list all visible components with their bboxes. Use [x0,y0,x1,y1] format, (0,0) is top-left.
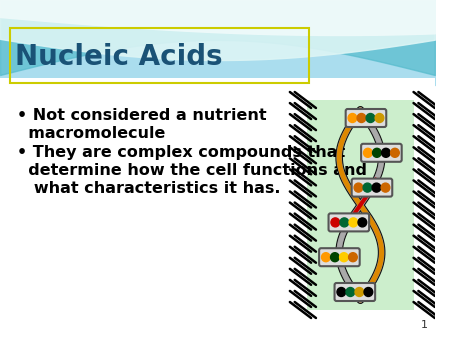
FancyBboxPatch shape [346,109,386,127]
Circle shape [337,288,346,296]
Text: determine how the cell functions and: determine how the cell functions and [18,163,367,178]
Circle shape [373,148,381,157]
Circle shape [382,148,390,157]
Circle shape [340,218,349,227]
Circle shape [340,253,348,262]
FancyBboxPatch shape [319,248,360,266]
Circle shape [354,183,363,192]
Circle shape [322,253,330,262]
Bar [307,100,414,310]
Circle shape [348,114,357,122]
Text: • They are complex compounds that: • They are complex compounds that [18,145,346,160]
FancyBboxPatch shape [361,144,402,162]
Bar [0,78,435,338]
Circle shape [364,288,373,296]
FancyBboxPatch shape [352,178,392,197]
Circle shape [375,114,384,122]
Text: • Not considered a nutrient: • Not considered a nutrient [18,108,267,123]
Circle shape [391,148,399,157]
FancyBboxPatch shape [328,213,369,232]
Bar [9,28,309,83]
Circle shape [363,183,372,192]
Circle shape [381,183,390,192]
Circle shape [358,218,367,227]
Circle shape [355,288,364,296]
FancyBboxPatch shape [334,283,375,301]
Circle shape [372,183,381,192]
Circle shape [346,288,355,296]
Text: what characteristics it has.: what characteristics it has. [18,181,281,196]
Circle shape [331,218,340,227]
Circle shape [357,114,366,122]
Text: macromolecule: macromolecule [18,126,166,141]
Text: Nucleic Acids: Nucleic Acids [15,43,223,71]
Text: 1: 1 [421,320,428,330]
Circle shape [349,218,358,227]
Circle shape [349,253,357,262]
Circle shape [366,114,375,122]
Circle shape [364,148,372,157]
Circle shape [331,253,339,262]
